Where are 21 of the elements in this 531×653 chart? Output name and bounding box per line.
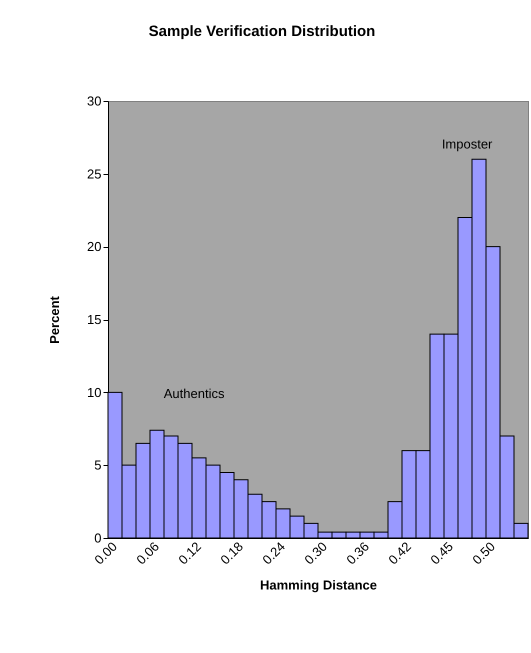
y-tick-label: 10 [87, 384, 102, 400]
annotation: Authentics [164, 386, 225, 401]
annotation: Imposter [442, 136, 494, 152]
x-tick-label: 0.42 [385, 538, 414, 568]
x-tick-label: 0.24 [259, 538, 288, 568]
y-axis-title: Percent [47, 295, 62, 344]
y-tick-label: 30 [87, 94, 102, 108]
y-tick-label: 25 [87, 166, 102, 182]
y-tick-label: 0 [94, 530, 102, 546]
chart-title: Sample Verification Distribution [148, 23, 376, 40]
y-tick-label: 20 [87, 239, 102, 254]
x-tick-label: 0.30 [301, 538, 330, 568]
x-tick-label: 0.12 [175, 538, 204, 568]
y-tick-label: 5 [94, 458, 102, 473]
x-tick-label: 0.36 [343, 538, 372, 568]
x-tick-label: 0.06 [133, 538, 162, 568]
x-axis-title: Hamming Distance [260, 577, 378, 592]
x-tick-label: 0.50 [469, 538, 498, 568]
x-tick-label: 0.18 [217, 538, 246, 568]
y-tick-label: 15 [87, 312, 102, 327]
x-tick-label: 0.45 [427, 538, 456, 568]
